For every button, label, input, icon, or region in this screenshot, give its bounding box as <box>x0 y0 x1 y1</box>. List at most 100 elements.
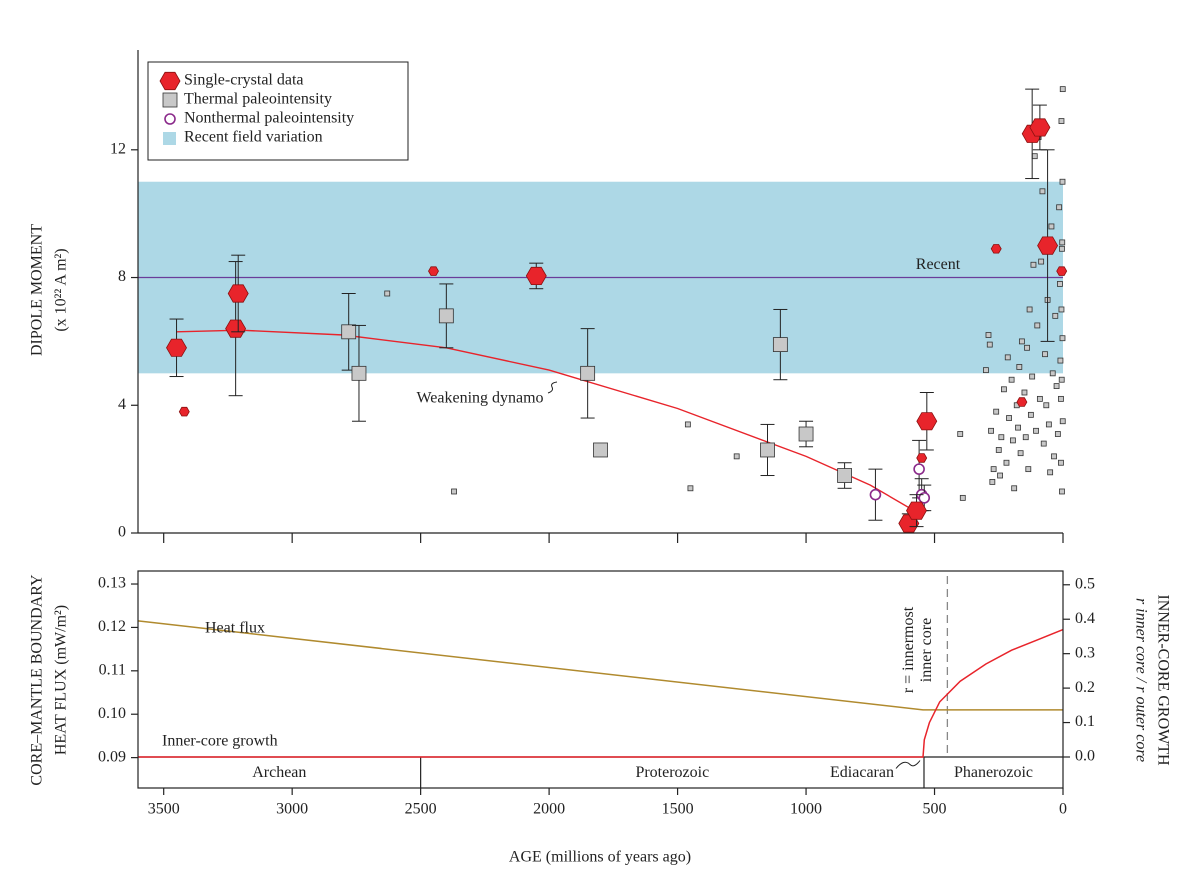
era-label: Archean <box>252 764 306 781</box>
y-tick-label: 0.09 <box>98 748 126 765</box>
data-point <box>1001 386 1007 393</box>
data-point <box>1037 236 1059 255</box>
y2-tick-label: 0.1 <box>1075 713 1095 730</box>
legend-symbol <box>164 113 176 125</box>
data-point <box>1015 424 1021 431</box>
data-point <box>986 341 993 348</box>
data-point <box>1038 258 1045 265</box>
data-point <box>906 501 927 520</box>
data-point <box>1047 469 1054 476</box>
data-point <box>985 332 992 338</box>
data-point <box>1043 402 1050 409</box>
y-tick-label: 0.13 <box>98 575 126 592</box>
data-point <box>1021 389 1028 396</box>
x-axis-label: AGE (millions of years ago) <box>509 849 691 866</box>
data-point <box>760 442 775 458</box>
data-point <box>990 244 1002 254</box>
data-point <box>1053 383 1060 390</box>
data-point <box>1040 440 1047 447</box>
data-point <box>1058 376 1065 383</box>
data-point <box>1031 153 1038 160</box>
data-point <box>525 266 547 286</box>
data-point <box>451 488 457 495</box>
data-point <box>1026 306 1033 313</box>
x-tick-label: 3500 <box>148 801 180 818</box>
plot-frame <box>137 570 1064 789</box>
data-point <box>1058 118 1065 124</box>
y-tick-label: 0.12 <box>98 618 126 635</box>
data-point <box>1039 188 1046 195</box>
y2-tick-label: 0.0 <box>1075 748 1095 765</box>
y-axis-label: CORE–MANTLE BOUNDARY <box>29 574 46 786</box>
data-point <box>384 290 391 297</box>
data-point <box>798 426 814 442</box>
data-point <box>998 434 1005 441</box>
data-point <box>995 447 1002 453</box>
y-tick-label: 0.11 <box>99 661 126 678</box>
legend-label: Nonthermal paleointensity <box>184 110 354 127</box>
data-point <box>166 338 187 357</box>
data-point <box>1058 459 1064 466</box>
data-point <box>687 485 694 492</box>
data-point <box>959 494 966 501</box>
y-tick-label: 0 <box>118 524 126 541</box>
data-point <box>1045 421 1052 428</box>
legend-symbol <box>159 71 181 91</box>
data-point <box>733 453 740 460</box>
y2-tick-label: 0.3 <box>1075 644 1095 661</box>
data-point <box>993 408 1000 415</box>
data-point <box>1024 344 1030 351</box>
data-point <box>957 431 964 437</box>
legend-symbol <box>162 92 178 108</box>
y-tick-label: 0.10 <box>98 705 126 722</box>
data-point <box>1059 239 1066 246</box>
data-point <box>580 365 596 381</box>
data-point <box>428 266 439 276</box>
data-point <box>1018 338 1025 345</box>
legend-label: Single-crystal data <box>184 72 304 89</box>
data-point <box>1029 373 1036 380</box>
data-point <box>1056 266 1068 276</box>
data-point <box>1059 488 1065 495</box>
data-point <box>1016 397 1028 407</box>
data-point <box>351 365 367 381</box>
legend-symbol <box>163 132 176 145</box>
data-point <box>989 479 996 485</box>
era-label: Proterozoic <box>635 764 709 781</box>
trend-arrow <box>547 381 558 394</box>
data-point <box>869 488 882 501</box>
data-point <box>990 466 997 473</box>
y-axis-label: DIPOLE MOMENT <box>29 224 46 356</box>
data-point <box>593 442 608 458</box>
data-point <box>1059 245 1065 252</box>
data-point <box>916 453 928 463</box>
x-tick-label: 1000 <box>790 801 822 818</box>
data-point <box>1048 223 1055 230</box>
data-point <box>1006 415 1012 421</box>
marker-label: r = innermost <box>900 606 917 693</box>
x-tick-label: 0 <box>1059 801 1067 818</box>
marker-label: inner core <box>918 618 935 682</box>
x-tick-label: 2500 <box>405 801 437 818</box>
data-point <box>916 412 938 431</box>
data-point <box>837 468 852 483</box>
data-point <box>1003 459 1010 466</box>
series-label: Heat flux <box>205 620 265 637</box>
y-tick-label: 4 <box>118 396 126 413</box>
y2-tick-label: 0.2 <box>1075 679 1095 696</box>
y-axis-label: (x 10²² A m²) <box>53 248 70 331</box>
data-point <box>988 427 994 434</box>
series-line <box>137 620 1063 711</box>
data-point <box>1029 118 1051 137</box>
legend-box <box>147 61 409 161</box>
data-point <box>1059 86 1066 93</box>
x-tick-label: 2000 <box>533 801 565 818</box>
x-tick-label: 1500 <box>662 801 694 818</box>
data-point <box>1025 466 1032 473</box>
y2-tick-label: 0.5 <box>1075 575 1095 592</box>
y2-tick-label: 0.4 <box>1075 610 1095 627</box>
data-point <box>1036 395 1043 402</box>
data-point <box>1051 453 1057 460</box>
data-point <box>1030 261 1037 268</box>
data-point <box>1034 322 1041 329</box>
